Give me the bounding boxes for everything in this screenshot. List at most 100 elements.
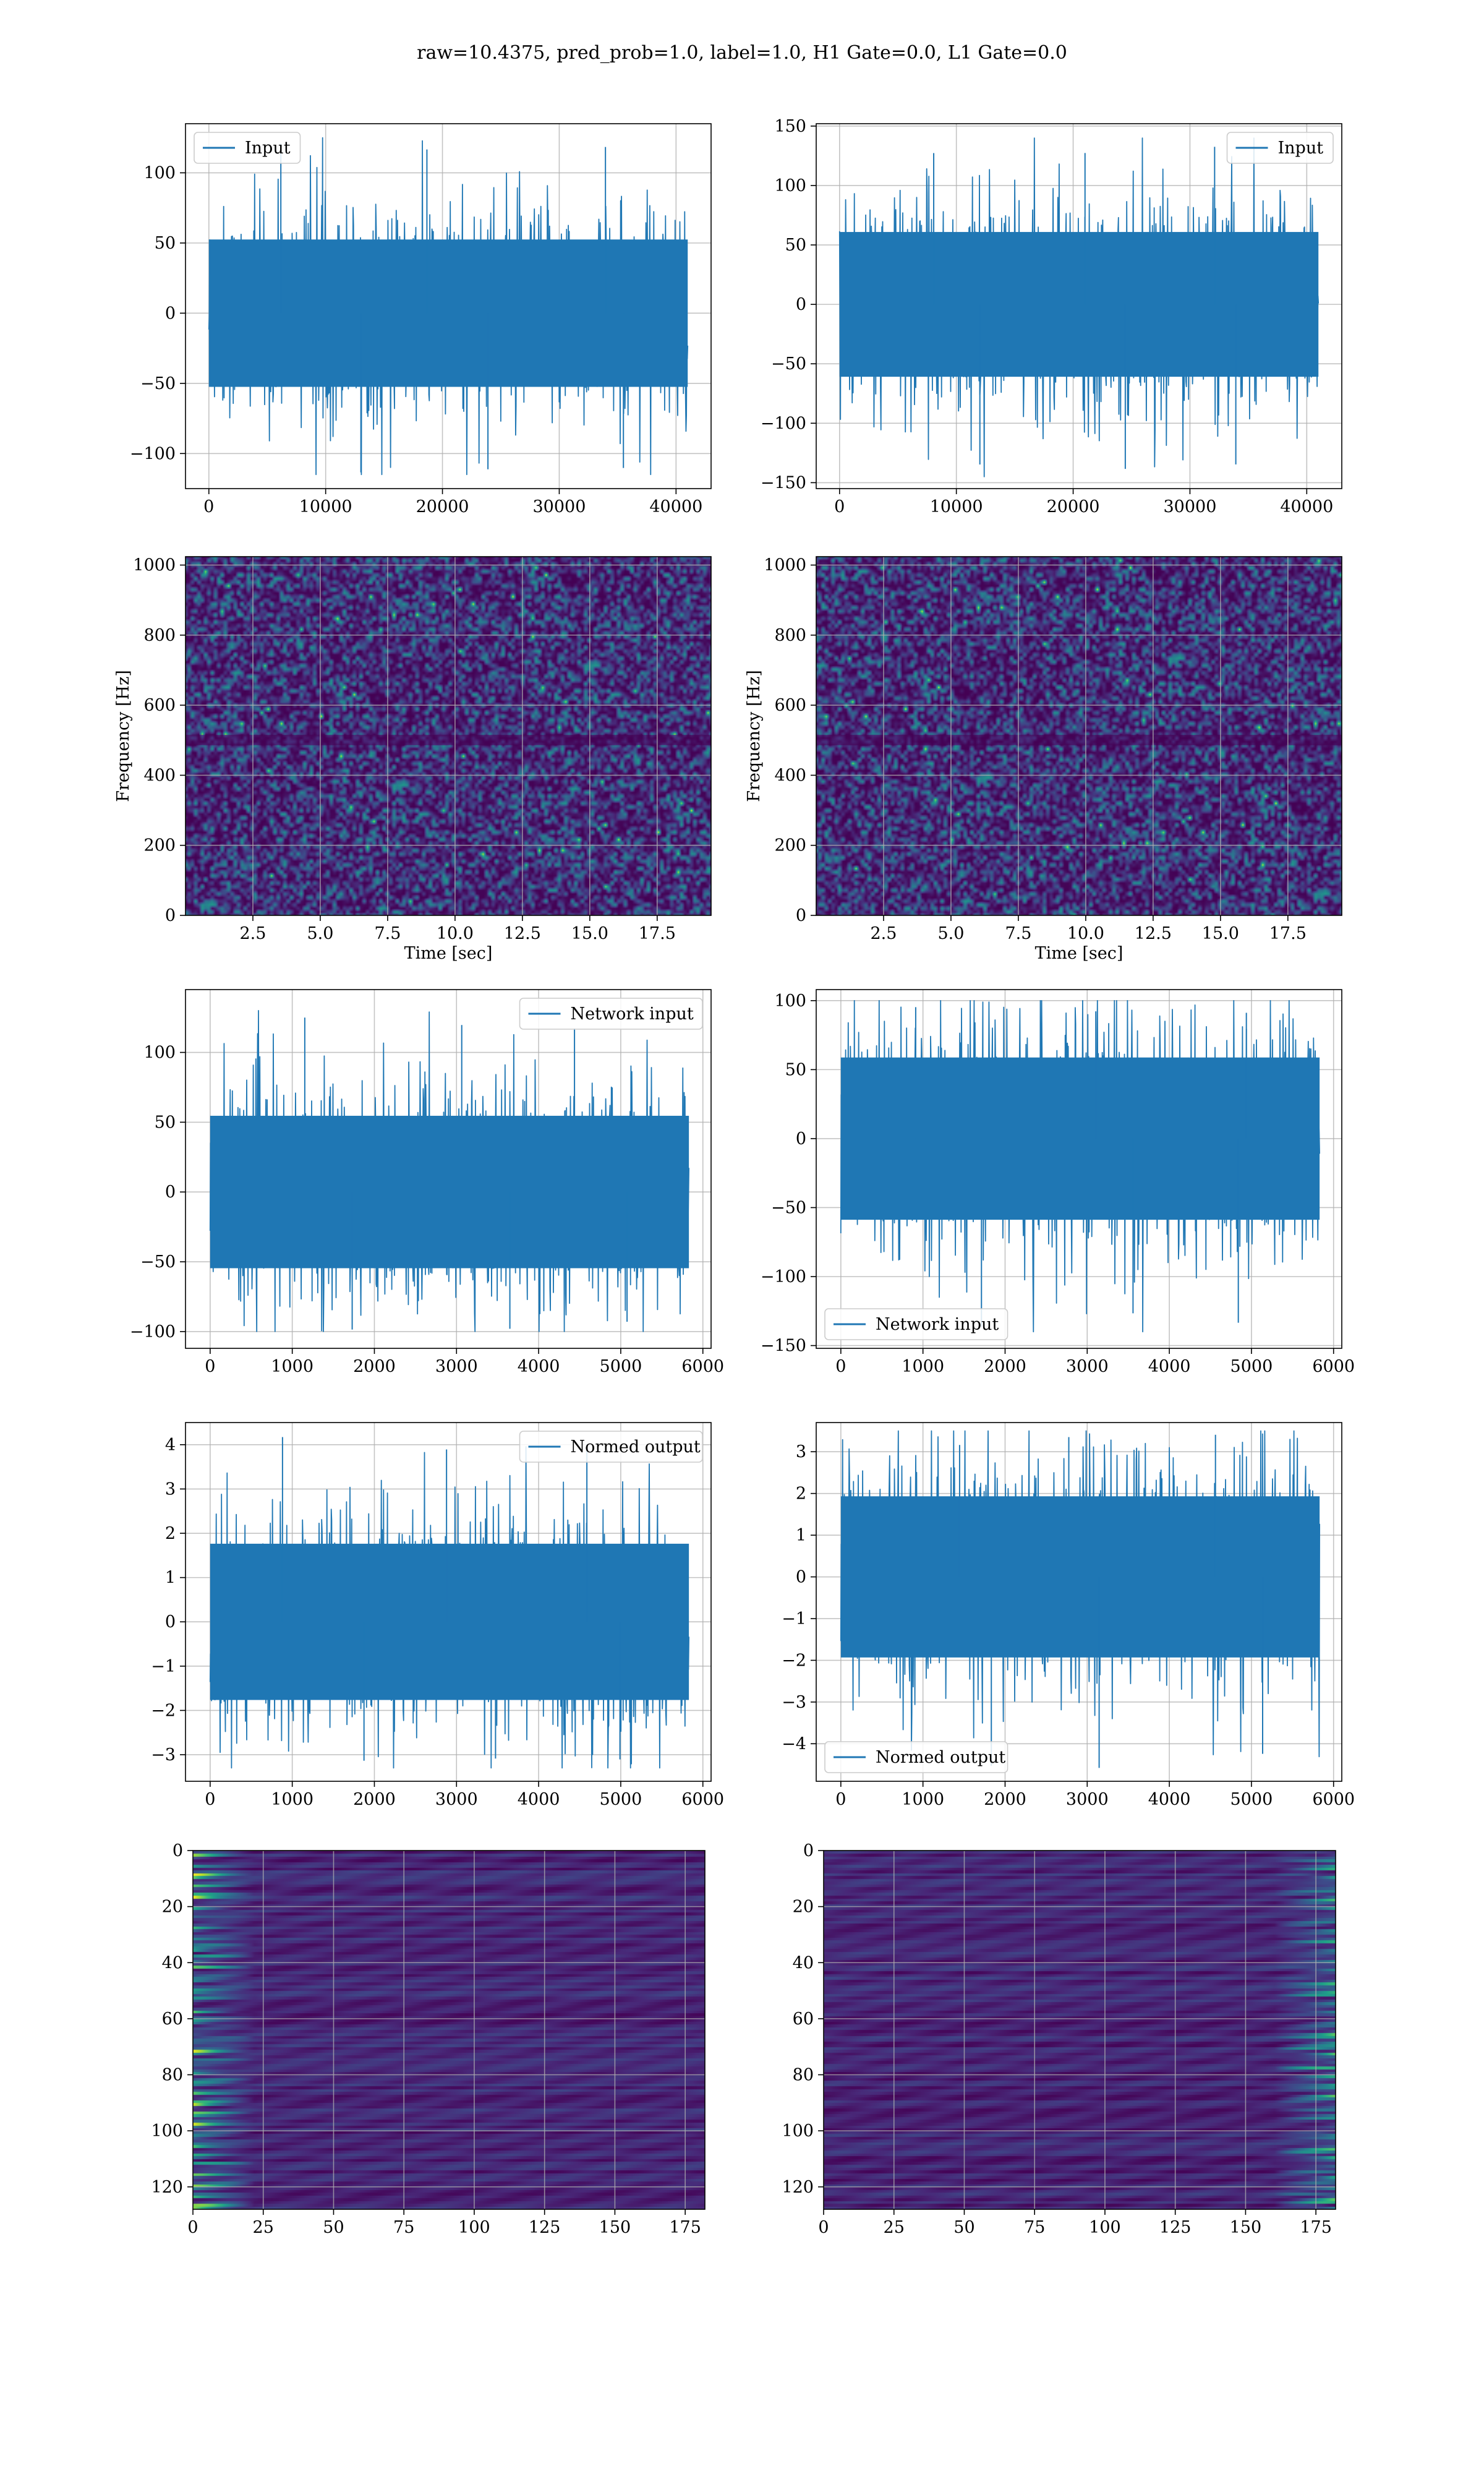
series-core-band: [839, 232, 1319, 377]
x-tick-label: 30000: [1163, 497, 1216, 516]
y-tick-label: 4: [165, 1436, 176, 1455]
x-tick-label: 10000: [299, 497, 352, 516]
x-tick-label: 25: [253, 2218, 274, 2237]
x-tick-label: 5000: [1230, 1790, 1273, 1809]
y-tick-label: 600: [774, 696, 806, 715]
y-tick-label: −50: [140, 1252, 176, 1272]
axes-frame: [185, 123, 712, 489]
y-tick-label: 100: [782, 2121, 814, 2141]
y-tick-label: 150: [774, 117, 806, 136]
heatmap-image: [816, 557, 1342, 915]
x-tick-label: 3000: [1066, 1790, 1109, 1809]
y-tick-label: −3: [782, 1693, 806, 1712]
y-tick-label: 60: [162, 2010, 183, 2029]
x-tick-label: 4000: [518, 1790, 560, 1809]
axes-frame: [185, 1422, 712, 1782]
x-tick-label: 4000: [1148, 1790, 1191, 1809]
x-tick-label: 125: [529, 2218, 561, 2237]
y-tick-label: 50: [785, 1060, 806, 1079]
y-tick-label: −50: [771, 354, 806, 374]
x-tick-label: 2000: [353, 1357, 396, 1376]
x-tick-label: 3000: [1066, 1357, 1109, 1376]
x-tick-label: 0: [187, 2218, 198, 2237]
x-tick-label: 0: [835, 1357, 846, 1376]
x-tick-label: 75: [393, 2218, 414, 2237]
x-tick-label: 15.0: [571, 924, 608, 943]
y-tick-label: 100: [143, 163, 176, 182]
y-tick-label: 0: [165, 1612, 176, 1632]
axes-frame: [816, 1422, 1342, 1782]
y-tick-label: 0: [803, 1841, 814, 1860]
x-tick-label: 10000: [930, 497, 983, 516]
y-tick-label: 80: [793, 2066, 814, 2085]
x-tick-label: 2.5: [870, 924, 897, 943]
y-tick-label: 2: [796, 1484, 806, 1504]
x-tick-label: 20000: [1047, 497, 1100, 516]
legend-box: [519, 1431, 703, 1463]
y-tick-label: 3: [796, 1442, 806, 1462]
y-tick-label: 1: [796, 1526, 806, 1545]
axes-frame: [185, 989, 712, 1349]
x-tick-label: 75: [1024, 2218, 1045, 2237]
y-tick-label: 3: [165, 1479, 176, 1499]
x-tick-label: 5000: [1230, 1357, 1273, 1376]
y-tick-label: 0: [165, 906, 176, 925]
y-tick-label: 120: [151, 2178, 183, 2197]
legend-label: Input: [1278, 139, 1324, 158]
heatmap-image: [824, 1851, 1336, 2209]
y-tick-label: 20: [162, 1898, 183, 1917]
y-tick-label: 0: [796, 906, 806, 925]
legend: Input: [194, 132, 301, 164]
y-tick-label: −1: [782, 1609, 806, 1629]
y-tick-label: 50: [155, 1113, 176, 1132]
x-tick-label: 3000: [435, 1790, 478, 1809]
x-tick-label: 17.5: [1269, 924, 1307, 943]
y-tick-label: 50: [155, 234, 176, 253]
y-tick-label: −150: [761, 473, 806, 492]
y-tick-label: 80: [162, 2066, 183, 2085]
y-tick-label: 800: [774, 626, 806, 645]
x-tick-label: 0: [203, 497, 214, 516]
y-tick-label: −100: [761, 1267, 806, 1286]
x-tick-label: 5000: [600, 1790, 642, 1809]
legend-box: [194, 132, 301, 164]
legend-label: Normed output: [571, 1437, 701, 1457]
y-tick-label: −4: [782, 1734, 806, 1753]
x-tick-label: 2000: [353, 1790, 396, 1809]
y-tick-label: 50: [785, 236, 806, 255]
y-tick-label: 1: [165, 1569, 176, 1588]
axes-row2-right: 2.5 5.0 7.5 10.0 12.5 15.0 17.5 0 200 400 600 800 10…: [744, 556, 1342, 963]
x-tick-label: 1000: [902, 1790, 944, 1809]
x-tick-label: 6000: [681, 1790, 724, 1809]
y-tick-label: −150: [761, 1337, 806, 1356]
legend-box: [824, 1741, 1009, 1773]
legend: Normed output: [824, 1741, 1009, 1773]
series-core-band: [208, 239, 688, 387]
y-tick-label: 200: [143, 836, 176, 855]
x-tick-label: 40000: [1280, 497, 1333, 516]
x-tick-label: 0: [834, 497, 845, 516]
x-tick-label: 3000: [435, 1357, 478, 1376]
x-tick-label: 100: [1089, 2218, 1121, 2237]
x-tick-label: 1000: [271, 1357, 313, 1376]
x-tick-label: 20000: [416, 497, 469, 516]
y-tick-label: 100: [774, 991, 806, 1011]
x-tick-label: 2000: [984, 1357, 1026, 1376]
x-tick-label: 5.0: [937, 924, 964, 943]
y-tick-label: 0: [165, 304, 176, 323]
y-tick-label: 0: [796, 1568, 806, 1587]
x-tick-label: 4000: [518, 1357, 560, 1376]
x-tick-label: 2.5: [239, 924, 266, 943]
y-tick-label: 1000: [764, 556, 806, 575]
legend: Input: [1226, 132, 1334, 164]
x-tick-label: 150: [599, 2218, 631, 2237]
y-tick-label: 120: [782, 2178, 814, 2197]
y-tick-label: 40: [162, 1953, 183, 1972]
axes-row3-right: 0 1000 2000 3000 4000 5000 6000 −150 −100 −50 0 50 1…: [761, 989, 1355, 1376]
y-tick-label: 600: [143, 696, 176, 715]
x-tick-label: 125: [1159, 2218, 1192, 2237]
y-tick-label: 20: [793, 1898, 814, 1917]
legend-label: Network input: [571, 1004, 694, 1024]
axes-row4-right: 0 1000 2000 3000 4000 5000 6000 −4 −3 −2 −1 0 1 2 3 Nor…: [782, 1422, 1355, 1809]
